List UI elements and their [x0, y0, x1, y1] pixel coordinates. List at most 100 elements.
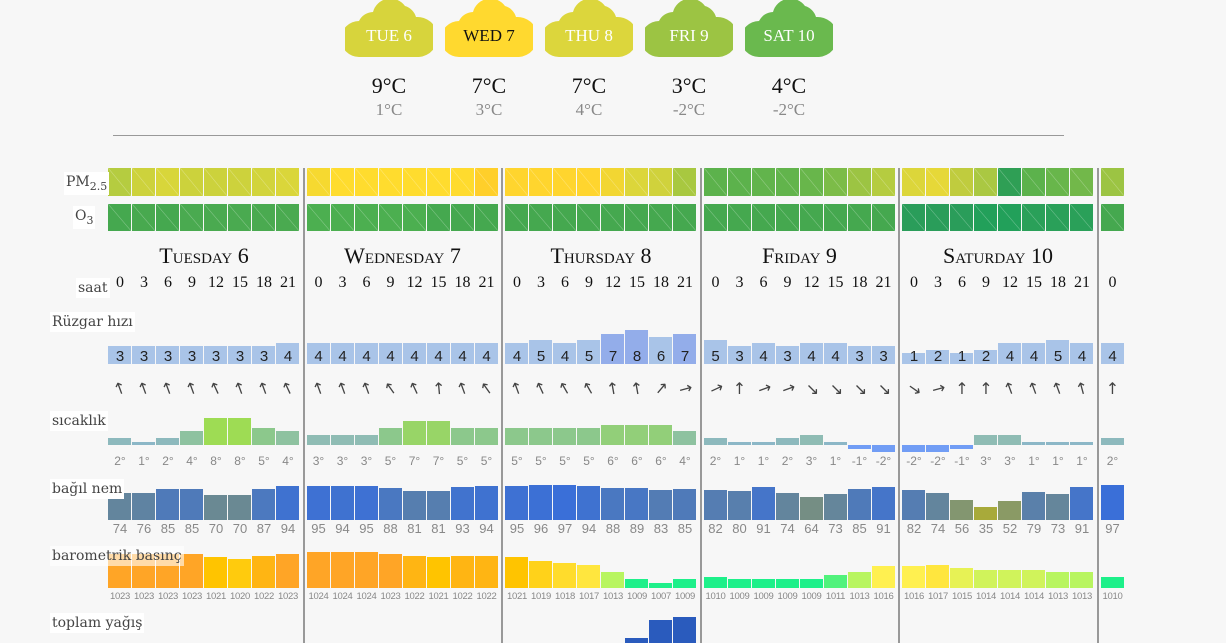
temp-value: -2° [906, 454, 922, 468]
pressure-value: 1013 [1072, 591, 1092, 602]
temp-value: 2° [781, 454, 794, 468]
pm25-cell [426, 168, 450, 196]
temp-value: 8° [234, 454, 246, 468]
pm25-cell [974, 168, 997, 196]
humidity-bar [1100, 485, 1124, 520]
o3-cell [998, 204, 1021, 231]
temp-value: 2° [114, 454, 126, 468]
hour-label: 0 [910, 274, 918, 291]
wind-speed: 1 [909, 348, 919, 365]
wind-speed: 5 [1053, 348, 1063, 365]
pm25-cell [751, 168, 775, 196]
o3-cell [402, 204, 426, 231]
wind-bar [450, 343, 474, 364]
o3-cell [649, 204, 672, 231]
wind-speed: 4 [1029, 348, 1039, 365]
humidity-bar [775, 493, 799, 520]
wind-direction-arrow-icon: ↑ [732, 379, 747, 398]
pressure-bar [998, 570, 1021, 588]
pm25-label: PM2.5 [64, 172, 110, 195]
day-badge[interactable]: TUE 6 [345, 0, 433, 57]
pressure-value: 1023 [134, 591, 154, 602]
day-title: Tuesday 6 [159, 243, 249, 268]
temp-bar [180, 431, 203, 445]
pressure-value: 1013 [1048, 591, 1068, 602]
temp-bar [871, 445, 895, 452]
day-separator [898, 168, 900, 643]
humidity-value: 73 [828, 521, 843, 536]
pressure-value: 1009 [753, 591, 774, 602]
wind-bar [426, 343, 450, 364]
pm25-cell [378, 168, 402, 196]
hour-label: 6 [759, 274, 768, 291]
wind-bar [553, 343, 576, 364]
o3-cell [1100, 204, 1124, 231]
wind-direction-arrow-icon: ↑ [674, 379, 697, 398]
humidity-value: 81 [407, 521, 422, 536]
humidity-value: 91 [1074, 521, 1090, 536]
temp-bar [132, 441, 155, 445]
temp-bar [156, 438, 179, 445]
temp-value: 5° [480, 454, 493, 468]
humidity-bar [577, 486, 600, 520]
pm25-cell [474, 168, 498, 196]
pm25-cell [926, 168, 949, 196]
day-badge[interactable]: THU 8 [545, 0, 633, 57]
pressure-bar [553, 562, 576, 588]
temp-value: 3° [1004, 454, 1016, 468]
wind-speed: 6 [656, 348, 666, 365]
day-separator [1096, 168, 1099, 643]
humidity-bar [902, 490, 925, 520]
humidity-value: 94 [280, 521, 296, 536]
temp-value: 2° [162, 454, 174, 468]
wind-direction-arrow-icon: ↑ [927, 379, 950, 398]
humidity-value: 73 [1050, 521, 1066, 536]
humidity-label: bağıl nem [50, 479, 125, 499]
temp-value: 5° [535, 454, 547, 468]
wind-bar [354, 343, 378, 364]
wind-speed: 3 [735, 348, 744, 365]
temp-value: -1° [954, 454, 970, 468]
pressure-value: 1021 [507, 591, 527, 602]
humidity-value: 80 [732, 521, 747, 536]
humidity-bar [132, 492, 155, 520]
temp-bar [926, 445, 949, 452]
humidity-bar [1070, 487, 1093, 520]
wind-direction-arrow-icon: ↑ [430, 378, 446, 399]
o3-cell [426, 204, 450, 231]
hour-label: 3 [537, 274, 545, 291]
humidity-value: 74 [780, 521, 795, 536]
hour-label: 3 [338, 274, 347, 291]
humidity-value: 82 [906, 521, 922, 536]
o3-cell [577, 204, 600, 231]
wind-bar [276, 343, 299, 364]
temp-value: 3° [980, 454, 992, 468]
pm25-cell [330, 168, 354, 196]
pm25-cell [775, 168, 799, 196]
day-badge[interactable]: WED 7 [445, 0, 533, 57]
humidity-bar [751, 487, 775, 520]
day-badge-label: THU 8 [565, 26, 613, 45]
wind-speed: 4 [283, 348, 293, 365]
hour-label: 21 [1074, 274, 1090, 291]
wind-speed: 5 [711, 348, 720, 365]
o3-cell [950, 204, 973, 231]
wind-bar [751, 343, 775, 364]
pm25-cell [799, 168, 823, 196]
hour-label: 12 [208, 274, 224, 291]
temp-value: 3° [805, 454, 818, 468]
hour-label: 9 [188, 274, 196, 291]
day-badge[interactable]: FRI 9 [645, 0, 733, 57]
pm25-cell [649, 168, 672, 196]
wind-bar [1100, 343, 1124, 364]
o3-cell [673, 204, 696, 231]
o3-cell [751, 204, 775, 231]
hour-label: 6 [561, 274, 569, 291]
temp-value: 1° [829, 454, 842, 468]
humidity-bar [108, 493, 131, 520]
temp-bar [950, 445, 973, 449]
day-separator [699, 168, 702, 643]
wind-bar [926, 349, 949, 364]
day-badge[interactable]: SAT 10 [745, 0, 833, 57]
o3-cell [1046, 204, 1069, 231]
